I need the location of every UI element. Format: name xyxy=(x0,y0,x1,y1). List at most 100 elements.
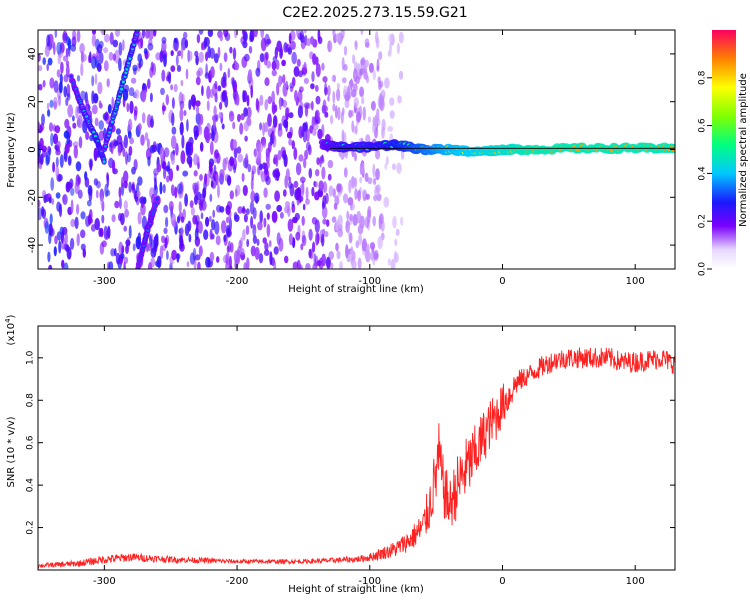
snr-ytick-label: 0.2 xyxy=(26,520,36,534)
snr-xtick-label: 0 xyxy=(499,576,505,587)
heatmap-noise-cell xyxy=(175,54,179,67)
heatmap-noise-cell xyxy=(217,46,221,59)
heatmap-noise-cell xyxy=(184,223,190,237)
heatmap-noise-cell xyxy=(362,106,366,121)
heatmap-noise-cell xyxy=(92,53,97,60)
heatmap-noise-cell xyxy=(159,146,165,161)
heatmap-noise-cell xyxy=(205,51,209,62)
heatmap-noise-cell xyxy=(332,90,336,104)
heatmap-feature-core xyxy=(69,74,73,78)
heatmap-noise-cell xyxy=(358,234,363,245)
heatmap-noise-cell xyxy=(171,112,175,126)
snr-ytick-label: 0.6 xyxy=(26,435,36,450)
heatmap-noise-cell xyxy=(106,78,110,88)
heatmap-noise-cell xyxy=(176,216,181,224)
heatmap-noise-cell xyxy=(278,237,284,252)
heatmap-noise-cell xyxy=(298,154,304,162)
heatmap-noise-cell xyxy=(334,195,340,206)
heatmap-noise-cell xyxy=(262,237,267,244)
heatmap-noise-cell xyxy=(372,69,376,81)
heatmap-noise-cell xyxy=(104,33,110,43)
heatmap-noise-cell xyxy=(379,80,384,88)
heatmap-noise-cell xyxy=(224,32,231,41)
heatmap-noise-cell xyxy=(56,41,63,55)
heatmap-noise-cell xyxy=(98,130,105,141)
heatmap-noise-cell xyxy=(287,181,293,189)
heatmap-noise-cell xyxy=(266,60,272,69)
heatmap-noise-cell xyxy=(349,213,353,222)
spectrogram-ytick-label: 0 xyxy=(27,146,38,152)
heatmap-noise-cell xyxy=(77,189,83,199)
heatmap-noise-cell xyxy=(384,77,390,89)
heatmap-noise-cell xyxy=(252,224,256,231)
heatmap-noise-cell xyxy=(127,152,131,163)
colorbar-tick-label: 0.4 xyxy=(698,166,708,181)
heatmap-noise-cell xyxy=(303,77,309,84)
heatmap-noise-cell xyxy=(336,88,341,102)
heatmap-noise-cell xyxy=(63,262,69,269)
heatmap-noise-cell xyxy=(171,185,175,195)
heatmap-noise-cell xyxy=(271,60,277,71)
heatmap-noise-cell xyxy=(258,253,264,264)
heatmap-noise-cell xyxy=(322,76,328,83)
heatmap-noise-cell xyxy=(56,69,61,78)
heatmap-noise-cell xyxy=(180,45,184,60)
heatmap-noise-cell xyxy=(336,82,340,90)
heatmap-noise-cell xyxy=(219,169,225,179)
heatmap-noise-cell xyxy=(381,118,386,132)
heatmap-noise-cell xyxy=(133,105,138,117)
heatmap-noise-cell xyxy=(301,215,305,226)
heatmap-noise-cell xyxy=(199,141,204,152)
heatmap-noise-cell xyxy=(137,176,143,186)
heatmap-noise-cell xyxy=(264,77,270,87)
heatmap-noise-cell xyxy=(108,261,114,269)
heatmap-noise-cell xyxy=(249,34,254,43)
heatmap-noise-cell xyxy=(246,118,252,127)
heatmap-noise-cell xyxy=(120,253,125,260)
heatmap-noise-cell xyxy=(290,40,296,51)
heatmap-noise-cell xyxy=(266,38,272,45)
heatmap-noise-cell xyxy=(277,127,283,137)
heatmap-noise-cell xyxy=(272,115,278,128)
heatmap-noise-cell xyxy=(398,70,404,80)
heatmap-noise-cell xyxy=(378,51,383,61)
heatmap-noise-cell xyxy=(55,156,59,168)
heatmap-noise-cell xyxy=(274,104,278,113)
heatmap-noise-cell xyxy=(98,51,104,64)
heatmap-noise-cell xyxy=(310,36,315,45)
heatmap-noise-cell xyxy=(373,250,379,261)
heatmap-noise-cell xyxy=(319,157,325,164)
heatmap-noise-cell xyxy=(188,233,192,243)
heatmap-noise-cell xyxy=(209,141,214,155)
heatmap-noise-cell xyxy=(244,135,248,142)
heatmap-noise-cell xyxy=(49,99,54,108)
heatmap-noise-cell xyxy=(343,85,348,96)
heatmap-noise-cell xyxy=(247,69,253,81)
snr-axes: -300 -200 -100 0 100 0.2 0.4 0.6 0.8 1.0 xyxy=(26,326,675,587)
heatmap-noise-cell xyxy=(259,53,265,63)
heatmap-noise-cell xyxy=(298,264,303,269)
colorbar-tick-label: 0.6 xyxy=(698,118,708,133)
heatmap-noise-cell xyxy=(285,80,288,88)
heatmap-noise-cell xyxy=(250,177,254,191)
heatmap-noise-cell xyxy=(72,141,79,148)
heatmap-noise-cell xyxy=(322,99,327,114)
heatmap-noise-cell xyxy=(161,235,166,244)
heatmap-noise-cell xyxy=(94,73,98,85)
heatmap-noise-cell xyxy=(162,102,165,116)
heatmap-noise-cell xyxy=(145,30,150,39)
heatmap-noise-cell xyxy=(136,190,141,198)
heatmap-noise-cell xyxy=(70,44,77,52)
heatmap-noise-cell xyxy=(146,138,150,149)
spectrogram-ytick-label: -40 xyxy=(27,237,38,253)
heatmap-noise-cell xyxy=(221,123,225,130)
heatmap-noise-cell xyxy=(67,155,72,166)
heatmap-noise-cell xyxy=(118,197,122,209)
heatmap-noise-cell xyxy=(237,206,243,214)
snr-series-line xyxy=(38,347,675,569)
heatmap-noise-cell xyxy=(242,205,246,213)
snr-xtick-label: -300 xyxy=(93,576,116,587)
heatmap-noise-cell xyxy=(219,101,223,110)
heatmap-noise-cell xyxy=(332,188,336,198)
snr-xtick-label: 100 xyxy=(626,576,645,587)
